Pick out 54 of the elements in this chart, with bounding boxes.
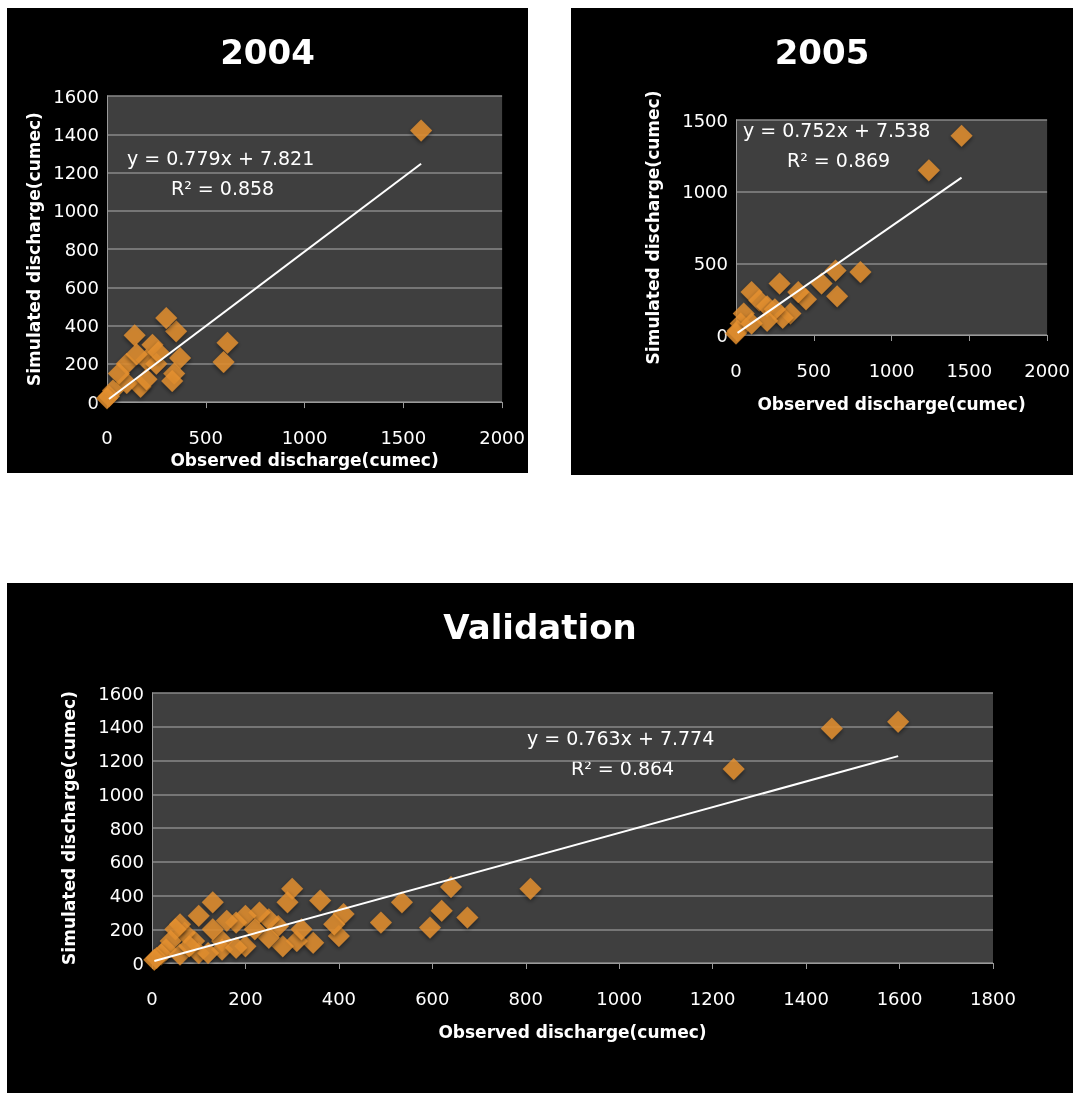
y-axis-title: Simulated discharge(cumec) [23,112,44,386]
annotation: y = 0.763x + 7.774 [527,726,715,749]
x-tick-label: 0 [146,987,158,1009]
y-axis-title: Simulated discharge(cumec) [642,90,663,365]
x-tick-label: 1000 [868,359,915,381]
y-tick-label: 1600 [98,682,144,704]
y-tick-label: 1000 [53,200,99,222]
y-tick-label: 1200 [98,750,144,771]
y-tick-label: 1400 [98,716,144,738]
x-tick-label: 1800 [970,987,1016,1009]
y-tick-label: 800 [109,817,144,839]
x-axis-title: Observed discharge(cumec) [438,1021,707,1042]
y-tick-label: 0 [716,324,728,346]
y-tick-label: 800 [64,238,99,260]
y-tick-label: 1600 [53,85,99,107]
chart-title: 2005 [774,32,870,72]
y-tick-label: 0 [87,391,99,413]
x-tick-label: 800 [508,987,543,1009]
y-tick-label: 1500 [682,109,728,131]
x-tick-label: 1500 [380,426,427,448]
x-axis-title: Observed discharge(cumec) [170,449,439,470]
x-tick-label: 400 [321,987,357,1009]
y-tick-label: 1000 [682,181,728,203]
x-tick-label: 2000 [1024,359,1070,381]
x-tick-label: 500 [796,359,831,381]
annotation: R² = 0.858 [171,176,275,199]
y-tick-label: 200 [109,918,144,940]
x-tick-label: 1000 [281,426,328,448]
x-axis-title: Observed discharge(cumec) [757,393,1026,414]
chart-title: Validation [443,607,637,647]
y-tick-label: 1200 [53,162,99,184]
x-tick-label: 600 [415,987,450,1009]
y-tick-label: 600 [109,851,144,873]
x-tick-label: 1500 [946,359,993,381]
x-tick-label: 1000 [596,987,643,1009]
x-tick-label: 0 [730,359,742,381]
annotation: R² = 0.864 [571,756,675,779]
chart-title: 2004 [220,32,315,72]
annotation: y = 0.779x + 7.821 [127,146,315,169]
x-tick-label: 2000 [479,426,525,448]
y-tick-label: 1400 [53,123,99,145]
y-tick-label: 400 [64,315,99,337]
y-axis-title: Simulated discharge(cumec) [58,691,79,965]
x-tick-label: 500 [188,426,223,448]
annotation: R² = 0.869 [787,148,891,171]
y-tick-label: 500 [693,252,728,274]
y-tick-label: 600 [64,276,99,298]
annotation: y = 0.752x + 7.538 [743,118,931,141]
y-tick-label: 1000 [98,783,144,805]
x-tick-label: 1600 [876,987,923,1009]
x-tick-label: 200 [228,987,263,1009]
y-tick-label: 400 [109,885,144,906]
x-tick-label: 1400 [783,987,830,1009]
y-tick-label: 0 [132,952,144,974]
